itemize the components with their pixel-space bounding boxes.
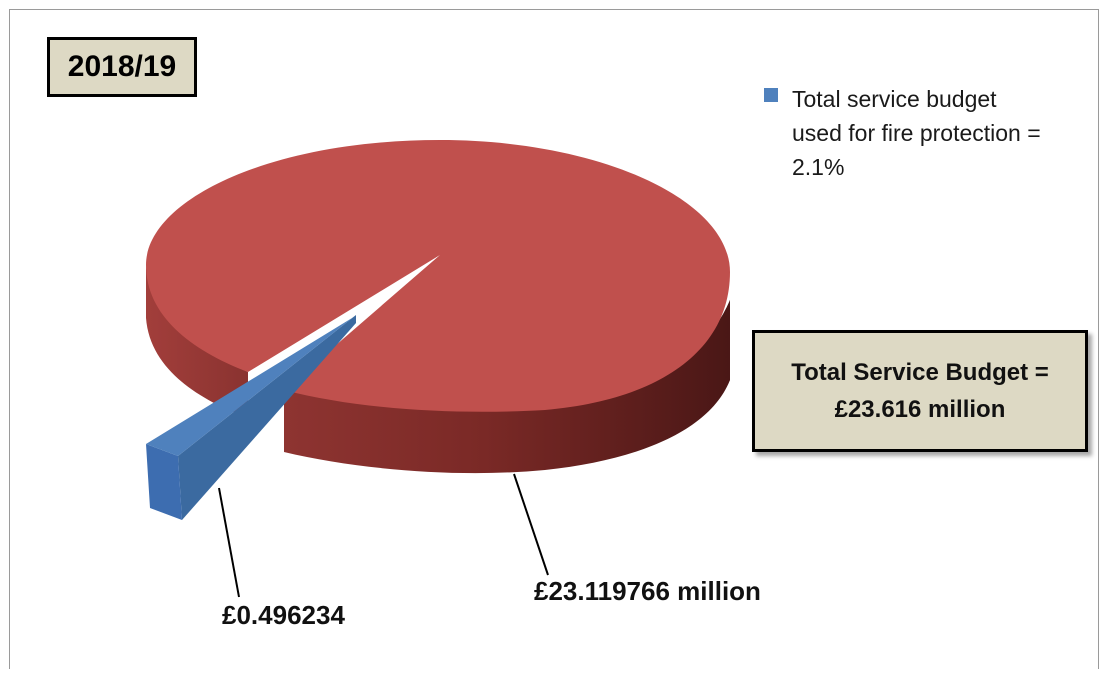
chart-frame bbox=[9, 9, 1099, 669]
pie-slice-main-front-fill bbox=[284, 300, 730, 474]
total-budget-line-1: Total Service Budget = bbox=[791, 359, 1049, 386]
pie-slice-main-top bbox=[146, 140, 730, 412]
legend-swatch bbox=[764, 88, 778, 102]
pie-slice-main-side bbox=[146, 265, 248, 418]
data-label-main: £23.119766 million bbox=[534, 576, 761, 606]
pie-slice-main bbox=[146, 140, 730, 474]
pie-slice-fire-protection bbox=[146, 315, 356, 520]
pie-slice-fire-protection-front bbox=[178, 315, 356, 520]
leader-line-main bbox=[513, 473, 549, 576]
leader-line-fire bbox=[218, 487, 240, 598]
total-budget-line-2: £23.616 million bbox=[834, 396, 1006, 423]
pie-slice-fire-protection-side bbox=[146, 444, 182, 520]
legend: Total service budget used for fire prote… bbox=[764, 82, 1044, 184]
pie-slice-fire-protection-top bbox=[146, 315, 356, 456]
legend-entry-label: Total service budget used for fire prote… bbox=[792, 86, 1041, 180]
year-badge: 2018/19 bbox=[47, 37, 197, 97]
total-budget-box: Total Service Budget = £23.616 million bbox=[752, 330, 1088, 452]
data-label-fire-protection: £0.496234 bbox=[222, 600, 345, 630]
